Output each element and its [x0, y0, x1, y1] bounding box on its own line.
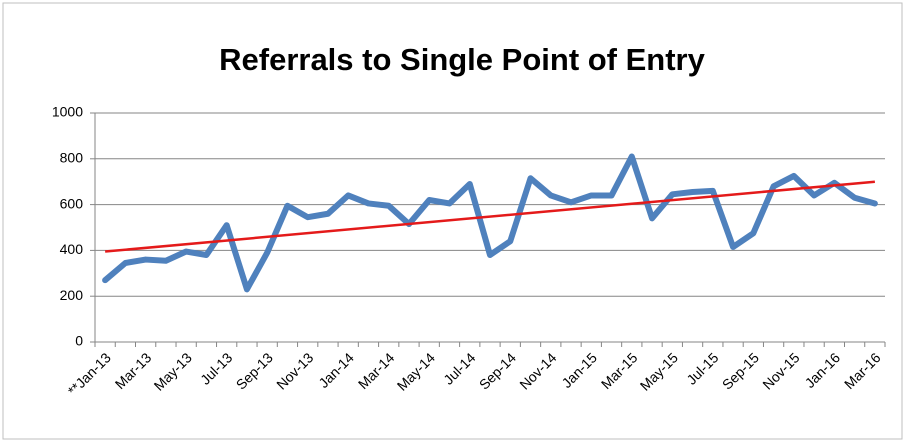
chart-title: Referrals to Single Point of Entry — [219, 42, 705, 77]
y-tick-label: 1000 — [52, 104, 83, 120]
y-tick-label: 800 — [60, 150, 84, 166]
y-tick-label: 0 — [75, 333, 83, 349]
y-tick-label: 600 — [60, 195, 84, 211]
trendline — [105, 180, 875, 253]
line-series — [102, 153, 878, 293]
y-tick-label: 400 — [60, 241, 84, 257]
y-tick-label: 200 — [60, 287, 84, 303]
